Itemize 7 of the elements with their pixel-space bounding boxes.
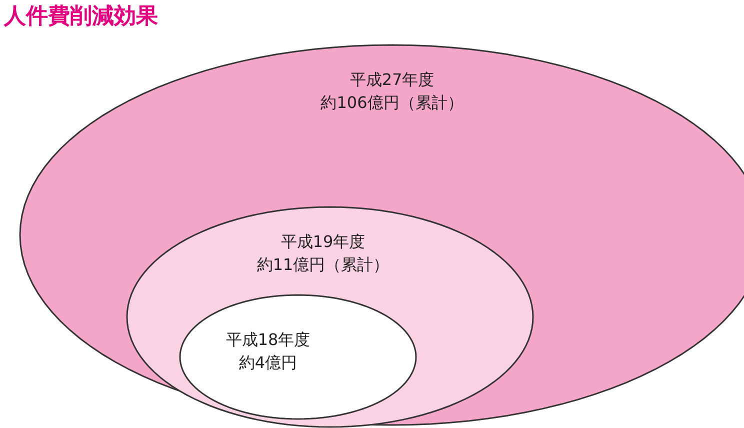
category-label: 平成27年度 <box>350 70 434 89</box>
category-label: 平成18年度 <box>226 330 310 349</box>
data-label: 約4億円 <box>238 353 298 372</box>
category-label: 平成19年度 <box>280 232 366 251</box>
data-label: 約106億円（累計） <box>320 93 464 112</box>
data-label: 約11億円（累計） <box>256 255 390 274</box>
text: 人件費削減効果 <box>3 4 159 29</box>
